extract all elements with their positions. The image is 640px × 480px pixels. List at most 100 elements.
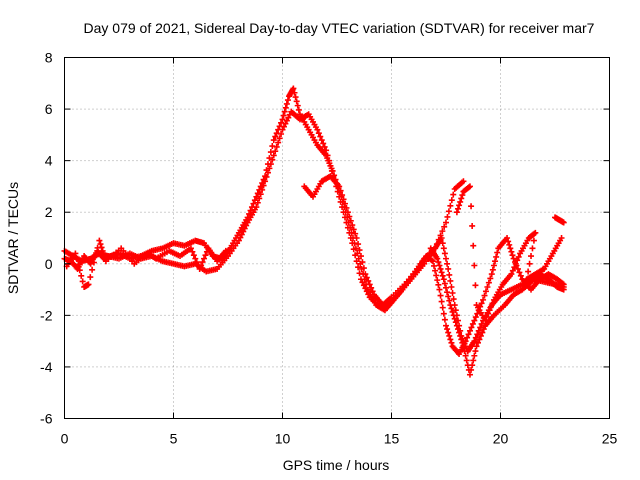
- data-point: [257, 191, 264, 198]
- data-point: [73, 256, 80, 263]
- data-point: [474, 310, 481, 317]
- data-point: [448, 283, 455, 290]
- series-track-d: [427, 245, 567, 378]
- data-point: [353, 235, 360, 241]
- x-tick-label: 20: [493, 431, 509, 447]
- data-point: [436, 286, 443, 293]
- data-point: [254, 199, 261, 206]
- data-point: [489, 266, 496, 273]
- data-point: [349, 240, 356, 247]
- data-point: [359, 259, 366, 266]
- data-point: [99, 247, 106, 254]
- data-point: [474, 339, 481, 346]
- x-tick-labels: 0 5 10 15 20 25: [61, 431, 618, 447]
- data-point: [340, 196, 347, 203]
- data-point: [85, 281, 92, 288]
- data-point: [349, 222, 356, 229]
- data-point: [439, 272, 446, 279]
- data-point: [272, 148, 279, 155]
- data-point: [256, 195, 263, 202]
- data-point: [267, 161, 274, 168]
- data-point: [283, 117, 290, 124]
- data-point: [446, 332, 453, 339]
- data-point: [355, 264, 362, 271]
- data-point: [275, 139, 282, 146]
- data-point: [514, 265, 521, 272]
- data-point: [240, 228, 247, 235]
- data-point: [449, 308, 456, 315]
- data-point: [470, 242, 477, 249]
- data-point: [451, 315, 458, 322]
- data-point: [365, 291, 372, 298]
- data-point: [273, 143, 280, 150]
- data-point: [269, 143, 276, 150]
- data-point: [465, 184, 472, 191]
- data-point: [339, 204, 346, 211]
- data-point: [444, 289, 451, 296]
- data-point: [443, 219, 449, 226]
- data-point: [279, 116, 286, 123]
- data-point: [472, 314, 479, 321]
- data-point: [282, 104, 289, 111]
- y-tick-label: -6: [40, 411, 53, 427]
- data-point: [334, 188, 341, 195]
- data-point: [428, 257, 435, 264]
- data-point: [482, 317, 489, 324]
- data-point: [507, 245, 514, 252]
- data-point: [341, 200, 348, 207]
- data-point: [435, 259, 442, 266]
- data-point: [363, 288, 370, 295]
- data-point: [441, 280, 448, 287]
- data-point: [464, 334, 471, 341]
- x-tick-label: 0: [61, 431, 69, 447]
- data-point: [436, 262, 443, 269]
- data-point: [465, 331, 472, 338]
- data-point: [346, 213, 353, 220]
- data-point: [190, 252, 197, 259]
- data-point: [487, 275, 494, 282]
- data-point: [468, 366, 475, 373]
- data-point: [477, 332, 484, 339]
- data-point: [280, 123, 287, 130]
- data-point: [492, 258, 499, 265]
- data-point: [315, 130, 322, 137]
- data-point: [355, 241, 362, 248]
- data-point: [472, 334, 479, 341]
- series-track-f: [63, 214, 567, 290]
- data-point: [461, 348, 468, 355]
- data-point: [326, 157, 333, 164]
- data-point: [362, 285, 369, 292]
- data-point: [344, 224, 351, 231]
- data-point: [512, 260, 519, 267]
- data-point: [460, 178, 467, 185]
- data-point: [514, 257, 521, 264]
- data-point: [508, 248, 515, 255]
- data-point: [314, 126, 321, 133]
- data-point: [472, 282, 479, 289]
- data-point: [457, 198, 464, 205]
- data-point: [452, 307, 459, 314]
- data-point: [432, 267, 439, 274]
- data-point: [559, 280, 566, 287]
- data-point: [360, 265, 367, 272]
- data-point: [365, 277, 372, 284]
- data-point: [270, 152, 277, 159]
- data-point: [471, 352, 478, 359]
- data-point: [560, 281, 567, 288]
- data-point: [447, 202, 454, 209]
- data-point: [471, 317, 478, 324]
- data-point: [525, 268, 532, 275]
- data-point: [462, 338, 469, 345]
- data-point: [441, 250, 448, 257]
- data-point: [318, 137, 325, 144]
- data-point: [517, 272, 524, 279]
- data-point: [193, 259, 200, 266]
- data-point: [237, 234, 244, 241]
- data-point: [202, 252, 209, 259]
- data-point: [321, 143, 328, 150]
- y-tick-label: 8: [45, 50, 53, 66]
- data-point: [267, 149, 274, 156]
- data-point: [450, 191, 457, 198]
- data-point: [439, 240, 446, 247]
- data-point: [98, 244, 105, 251]
